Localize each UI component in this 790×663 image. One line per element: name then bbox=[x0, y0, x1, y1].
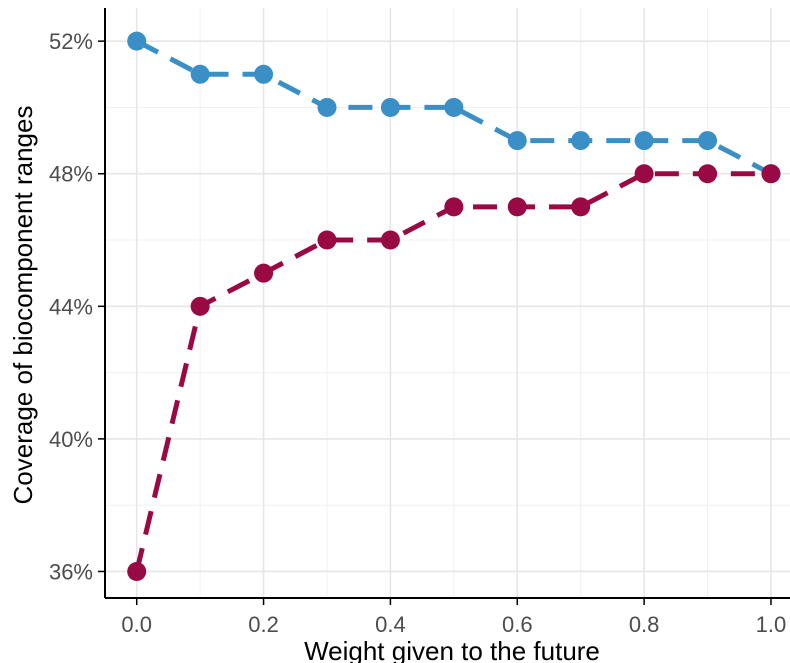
x-tick-label: 0.4 bbox=[375, 612, 406, 637]
series-1-point bbox=[571, 131, 591, 151]
x-tick-label: 1.0 bbox=[756, 612, 787, 637]
series-2-point bbox=[190, 296, 210, 316]
series-2-point bbox=[254, 263, 274, 283]
y-tick-label: 40% bbox=[49, 427, 93, 452]
series-2-point bbox=[507, 197, 527, 217]
x-tick-label: 0.8 bbox=[629, 612, 660, 637]
series-1-point bbox=[127, 31, 147, 51]
series-2-point bbox=[317, 230, 337, 250]
axes bbox=[98, 8, 790, 605]
series-2-point bbox=[698, 164, 718, 184]
series-1-point bbox=[317, 97, 337, 117]
series-2-point bbox=[634, 164, 654, 184]
series-1-point bbox=[254, 64, 274, 84]
series-2-point bbox=[761, 164, 781, 184]
tick-labels: 0.0 0.2 0.4 0.6 0.8 1.0 36% 40% 44% 48% 52% bbox=[49, 29, 786, 637]
y-tick-label: 36% bbox=[49, 559, 93, 584]
x-tick-label: 0.2 bbox=[248, 612, 279, 637]
series-1-point bbox=[190, 64, 210, 84]
y-axis-title: Coverage of biocomponent ranges bbox=[8, 106, 38, 505]
y-tick-label: 44% bbox=[49, 294, 93, 319]
series-layer bbox=[127, 31, 781, 581]
y-tick-label: 48% bbox=[49, 162, 93, 187]
series-2-point bbox=[571, 197, 591, 217]
series-1-point bbox=[698, 131, 718, 151]
series-1-point bbox=[634, 131, 654, 151]
x-tick-label: 0.0 bbox=[121, 612, 152, 637]
series-2-point bbox=[380, 230, 400, 250]
x-tick-label: 0.6 bbox=[502, 612, 533, 637]
series-1-line bbox=[135, 38, 773, 176]
x-axis-title: Weight given to the future bbox=[304, 636, 600, 663]
y-tick-label: 52% bbox=[49, 29, 93, 54]
series-2-point bbox=[127, 561, 147, 581]
series-1-point bbox=[507, 131, 527, 151]
series-2-point bbox=[444, 197, 464, 217]
series-1-point bbox=[380, 97, 400, 117]
series-1-point bbox=[444, 97, 464, 117]
